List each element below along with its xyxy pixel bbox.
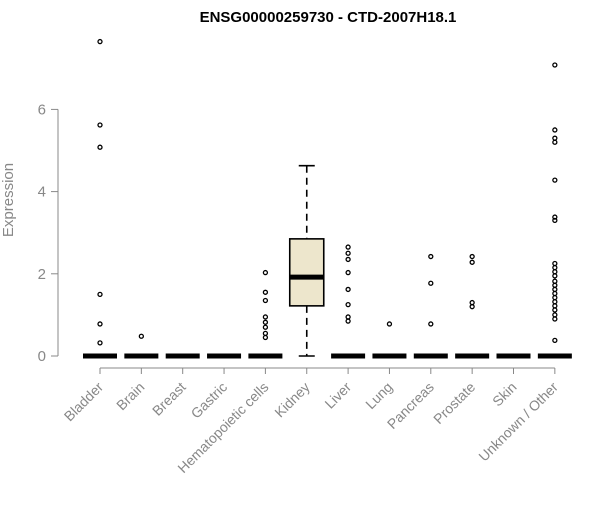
outlier-point	[469, 253, 475, 260]
outlier-point	[469, 299, 475, 306]
outlier-point	[97, 340, 103, 346]
outlier-point	[552, 278, 558, 284]
outlier-point	[428, 321, 434, 327]
outlier-point	[262, 297, 269, 304]
outlier-point	[552, 269, 558, 275]
box-group	[331, 244, 366, 359]
outlier-point	[262, 324, 269, 330]
outlier-point	[469, 259, 475, 265]
outlier-point	[345, 244, 351, 250]
outlier-point	[552, 264, 558, 271]
x-tick-label: Breast	[149, 379, 189, 419]
outlier-point	[552, 282, 558, 288]
outlier-point	[97, 321, 103, 327]
y-tick-label: 6	[38, 101, 46, 118]
outlier-point	[552, 139, 558, 145]
outlier-point	[138, 333, 145, 339]
outlier-point	[552, 316, 558, 322]
outlier-point	[552, 135, 558, 141]
chart-title: ENSG00000259730 - CTD-2007H18.1	[200, 9, 457, 26]
box-series	[83, 38, 572, 359]
box-group	[372, 321, 407, 359]
x-tick-label: Bladder	[61, 379, 107, 425]
x-tick-label: Prostate	[430, 379, 478, 427]
box-group	[413, 253, 448, 359]
outlier-point	[345, 314, 351, 320]
outlier-point	[345, 301, 351, 308]
box-group	[537, 62, 572, 359]
y-tick-label: 0	[38, 348, 46, 365]
box-group	[83, 38, 117, 359]
outlier-point	[386, 321, 393, 327]
y-tick-label: 4	[38, 184, 46, 201]
outlier-point	[552, 273, 558, 279]
x-tick-label: Brain	[113, 379, 147, 413]
y-tick-label: 2	[38, 266, 46, 283]
outlier-point	[345, 256, 351, 263]
x-tick-label: Lung	[362, 379, 395, 412]
outlier-point	[552, 286, 558, 293]
outlier-point	[262, 334, 269, 341]
y-axis: 0 2 4 6	[38, 101, 59, 365]
outlier-point	[552, 299, 558, 305]
outlier-point	[262, 314, 269, 320]
y-axis-label: Expression	[0, 163, 17, 237]
box-group	[288, 164, 325, 357]
outlier-point	[428, 253, 434, 260]
outlier-point	[469, 304, 475, 310]
box-body	[288, 238, 325, 307]
outlier-point	[345, 250, 351, 256]
outlier-point	[552, 312, 558, 318]
outlier-point	[552, 217, 558, 224]
outlier-point	[97, 291, 103, 298]
outlier-point	[552, 214, 558, 220]
outlier-point	[97, 38, 103, 45]
outlier-point	[345, 286, 351, 293]
outlier-point	[262, 319, 269, 325]
x-tick-label: Liver	[321, 379, 354, 412]
box-group	[124, 333, 159, 359]
x-tick-label: Skin	[489, 379, 520, 410]
outlier-point	[262, 289, 269, 295]
outlier-point	[552, 177, 558, 183]
outlier-point	[552, 290, 558, 297]
outlier-point	[262, 269, 269, 276]
outlier-point	[552, 294, 558, 301]
outlier-point	[345, 269, 351, 276]
outlier-point	[97, 122, 103, 128]
outlier-point	[552, 260, 558, 267]
outlier-point	[552, 337, 558, 344]
outlier-point	[552, 127, 558, 133]
outlier-point	[428, 280, 434, 286]
outlier-point	[345, 318, 351, 324]
outlier-point	[552, 303, 558, 309]
outlier-point	[552, 62, 558, 68]
outlier-point	[262, 330, 269, 337]
outlier-point	[97, 144, 103, 150]
x-tick-label: Kidney	[271, 379, 313, 421]
outlier-point	[552, 307, 558, 313]
box-group	[455, 253, 490, 359]
box-group	[248, 269, 283, 359]
